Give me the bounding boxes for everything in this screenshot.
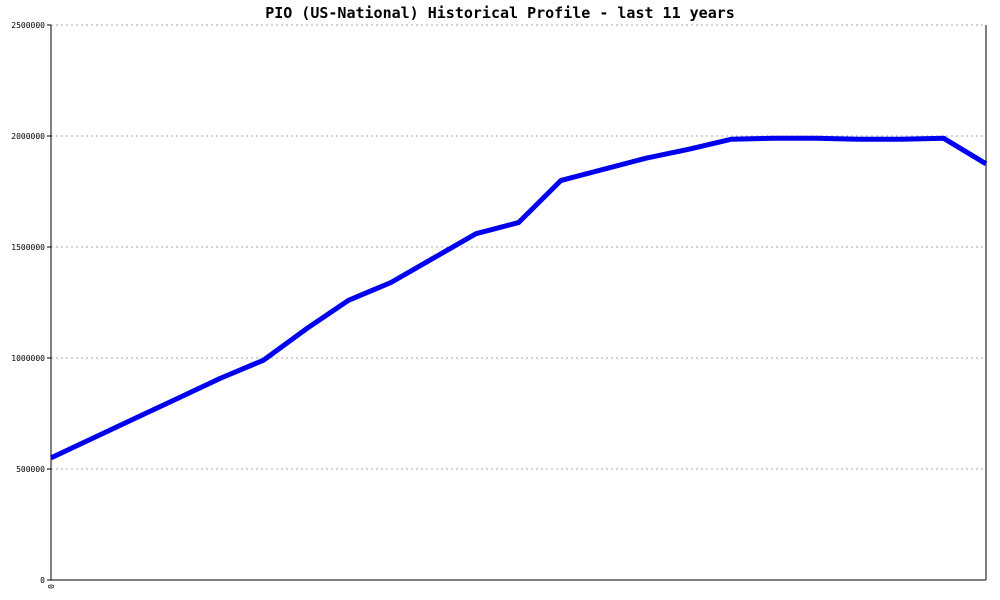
tick-labels: 0 500000 1000000 1500000 2000000 2500000 0 — [11, 21, 56, 589]
series-line — [49, 135, 988, 461]
y-tick-label: 1000000 — [11, 354, 45, 363]
x-tick-label: 0 — [47, 584, 56, 589]
chart-title: PIO (US-National) Historical Profile - l… — [265, 4, 735, 22]
y-tick-label: 2500000 — [11, 21, 45, 30]
y-tick-label: 2000000 — [11, 132, 45, 141]
y-tick-label: 500000 — [16, 465, 45, 474]
series-layer — [49, 135, 988, 461]
y-tick-label: 0 — [40, 576, 45, 585]
y-tick-label: 1500000 — [11, 243, 45, 252]
grid-lines — [51, 24, 986, 470]
axes — [47, 24, 987, 581]
